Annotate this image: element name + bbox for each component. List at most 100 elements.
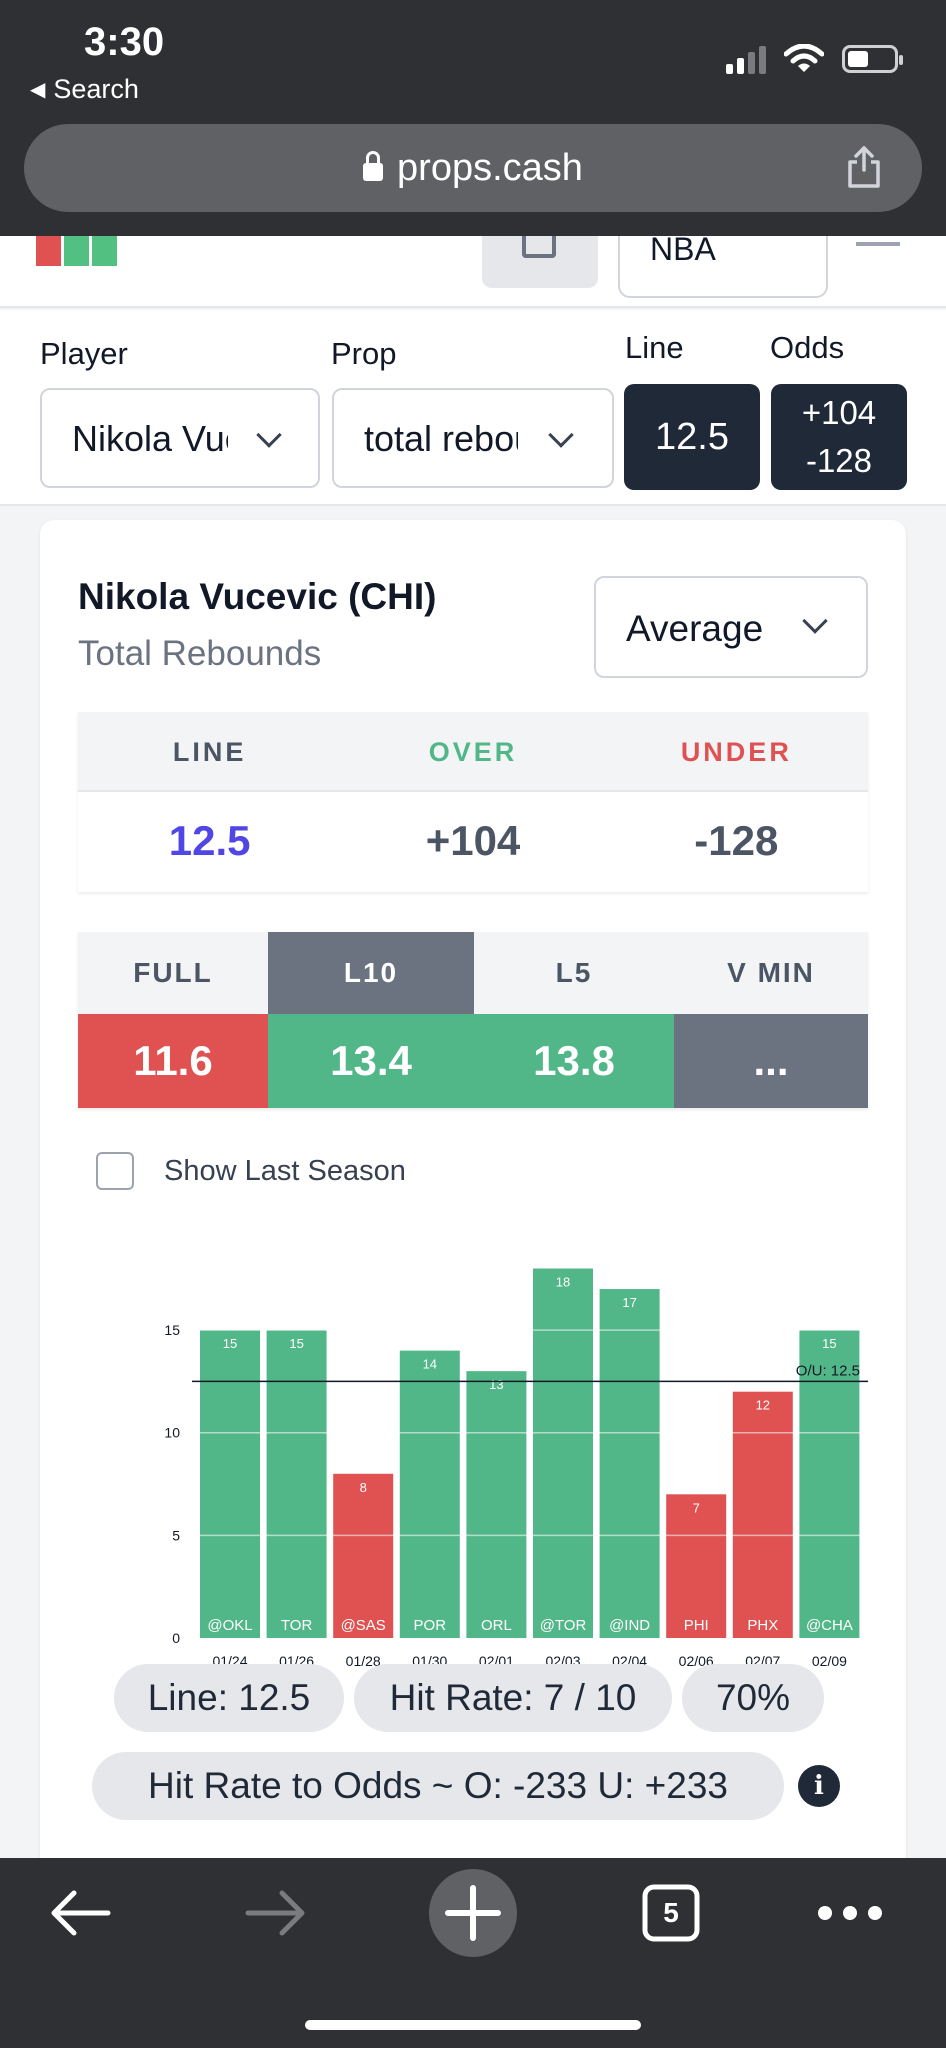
chevron-down-icon [802, 608, 828, 634]
bar-opponent-label: @IND [609, 1617, 650, 1634]
game-log-chart: 05101515@OKL01/2415TOR01/268@SAS01/2814P… [164, 1268, 868, 1669]
percent-pill: 70% [682, 1664, 824, 1732]
tab-count: 5 [663, 1897, 679, 1928]
tab-l5[interactable]: L5 [474, 932, 674, 1014]
player-select-value: Nikola Vucevic [72, 418, 228, 459]
tabs-icon [642, 1884, 700, 1942]
calendar-button[interactable] [482, 236, 598, 288]
tab-full[interactable]: FULL [78, 932, 268, 1014]
player-label: Player [40, 336, 128, 371]
line-value: 12.5 [655, 415, 729, 458]
line-label: Line [625, 330, 684, 365]
y-tick-label: 5 [172, 1527, 180, 1543]
show-last-season-row[interactable]: Show Last Season [96, 1152, 406, 1190]
back-label: Search [53, 74, 139, 104]
x-tick-label: 02/09 [812, 1653, 847, 1669]
site-header: NBA [0, 236, 946, 308]
browser-toolbar: 5 [0, 1858, 946, 2048]
bar-opponent-label: @OKL [207, 1617, 252, 1634]
bar-value-label: 15 [223, 1336, 237, 1351]
splits-table: FULL L10 L5 V MIN 11.6 13.4 13.8 ... [78, 932, 868, 1108]
logo-bar-2 [64, 236, 89, 266]
split-full-value: 11.6 [78, 1014, 268, 1108]
bar-opponent-label: PHI [684, 1617, 709, 1634]
info-icon[interactable]: i [798, 1765, 840, 1807]
menu-icon[interactable] [856, 242, 900, 246]
tab-v-min[interactable]: V MIN [674, 932, 868, 1014]
new-tab-button[interactable] [428, 1858, 518, 1968]
bar [666, 1494, 727, 1638]
url-text: props.cash [397, 146, 583, 189]
line-pill: Line: 12.5 [114, 1664, 344, 1732]
bar [399, 1350, 460, 1638]
odds-over-value: +104 [801, 394, 877, 431]
site-logo[interactable] [36, 236, 117, 266]
prop-select[interactable]: total rebounds [332, 388, 614, 488]
triangle-left-icon: ◀ [30, 79, 46, 101]
bar-value-label: 15 [822, 1336, 836, 1351]
back-button[interactable] [40, 1858, 120, 1968]
arrow-right-icon [245, 1890, 305, 1936]
under-cell: -128 [694, 817, 779, 864]
player-select[interactable]: Nikola Vucevic [40, 388, 320, 488]
stat-mode-value: Average [626, 608, 764, 649]
bar-opponent-label: TOR [281, 1617, 313, 1634]
y-tick-label: 15 [164, 1322, 180, 1338]
more-button[interactable] [812, 1858, 888, 1968]
odds-under-value: -128 [805, 442, 873, 479]
over-cell: +104 [425, 817, 521, 864]
bar-value-label: 12 [756, 1398, 770, 1413]
battery-icon [842, 45, 903, 73]
split-l5-value: 13.8 [474, 1014, 674, 1108]
line-value-box: 12.5 [624, 384, 760, 490]
home-indicator [305, 2020, 641, 2030]
status-icons [726, 44, 903, 74]
bar-opponent-label: @CHA [806, 1617, 853, 1634]
league-select[interactable]: NBA [618, 236, 828, 298]
back-to-search-button[interactable]: ◀ Search [30, 74, 139, 105]
share-icon[interactable] [846, 146, 882, 188]
bar-value-label: 18 [556, 1275, 570, 1290]
status-bar: 3:30 ◀ Search props.cash [0, 0, 946, 236]
line-odds-table: LINE OVER UNDER 12.5 +104 -128 [78, 712, 868, 892]
line-header: LINE [172, 737, 247, 767]
bar [599, 1289, 660, 1638]
x-tick-label: 01/28 [346, 1653, 381, 1669]
tabs-button[interactable]: 5 [638, 1858, 704, 1968]
clock: 3:30 [84, 20, 165, 64]
split-l10-value: 13.4 [268, 1014, 474, 1108]
hit-rate-odds-pill: Hit Rate to Odds ~ O: -233 U: +233 [92, 1752, 784, 1820]
prop-label: Prop [331, 336, 397, 371]
bar-value-label: 14 [423, 1357, 437, 1372]
over-under-label: O/U: 12.5 [796, 1362, 860, 1379]
show-last-season-label: Show Last Season [164, 1154, 406, 1187]
address-bar[interactable]: props.cash [24, 124, 922, 212]
prop-selectors: Player Prop Line Odds Nikola Vucevic tot… [0, 310, 946, 506]
bar [732, 1391, 793, 1638]
odds-value-box: +104 -128 [771, 384, 907, 490]
y-tick-label: 10 [164, 1425, 180, 1441]
forward-button[interactable] [236, 1858, 316, 1968]
calendar-icon [522, 236, 556, 258]
split-v-min-value: ... [674, 1014, 868, 1108]
over-header: OVER [428, 737, 518, 767]
bar-value-label: 13 [489, 1377, 503, 1392]
show-last-season-checkbox[interactable] [96, 1152, 134, 1190]
odds-label: Odds [770, 330, 845, 365]
bar-opponent-label: POR [414, 1617, 447, 1634]
bar [200, 1330, 260, 1638]
bar-value-label: 17 [622, 1295, 636, 1310]
ellipsis-icon [818, 1906, 882, 1920]
logo-bar-3 [92, 236, 117, 266]
bar-opponent-label: ORL [481, 1617, 512, 1634]
prop-select-value: total rebounds [364, 418, 518, 459]
bar [333, 1473, 394, 1638]
bar-opponent-label: PHX [747, 1617, 778, 1634]
wifi-icon [784, 44, 824, 72]
y-tick-label: 0 [172, 1630, 180, 1646]
tab-l10[interactable]: L10 [268, 932, 474, 1014]
arrow-left-icon [51, 1890, 111, 1936]
prop-name: Total Rebounds [78, 634, 322, 673]
stat-mode-select[interactable]: Average [594, 576, 868, 678]
bar-value-label: 8 [360, 1480, 367, 1495]
